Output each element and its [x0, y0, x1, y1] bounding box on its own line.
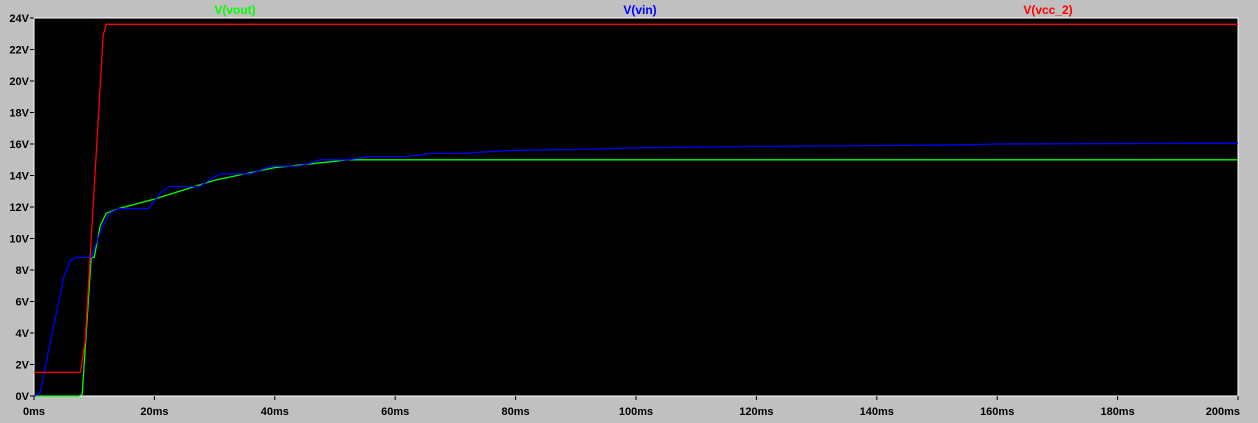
series-layer: [33, 23, 1239, 397]
x-tick-label: 160ms: [980, 406, 1014, 418]
y-tick-label: 12V: [9, 202, 29, 214]
series-line-v-vcc-2[interactable]: [34, 23, 1238, 374]
y-tick-label: 0V: [16, 391, 30, 403]
y-tick-label: 16V: [9, 139, 29, 151]
y-tick-label: 4V: [16, 328, 30, 340]
y-tick-label: 10V: [9, 234, 29, 246]
x-tick-label: 140ms: [860, 406, 894, 418]
ticks-layer: 0V 2V 4V 6V 8V 10V 12V 14V 16V 18V 20V 22V 24V 0ms 20m…: [9, 13, 1240, 418]
x-tick-label: 40ms: [261, 406, 289, 418]
x-tick-label: 20ms: [140, 406, 168, 418]
x-tick-label: 120ms: [739, 406, 773, 418]
x-tick-label: 180ms: [1100, 406, 1134, 418]
plot-area[interactable]: [33, 17, 1239, 397]
y-tick-label: 2V: [16, 360, 30, 372]
y-tick-label: 20V: [9, 76, 29, 88]
x-tick-label: 60ms: [381, 406, 409, 418]
series-line-v-vin[interactable]: [33, 142, 1239, 397]
y-tick-label: 22V: [9, 45, 29, 57]
legend-entry[interactable]: V(vout): [214, 3, 255, 17]
legend: V(vout) V(vin) V(vcc_2): [214, 3, 1072, 17]
y-tick-label: 24V: [9, 13, 29, 25]
legend-entry[interactable]: V(vin): [623, 3, 656, 17]
y-tick-label: 6V: [16, 297, 30, 309]
y-tick-label: 8V: [16, 265, 30, 277]
y-tick-label: 14V: [9, 171, 29, 183]
x-tick-label: 200ms: [1206, 406, 1240, 418]
x-tick-label: 80ms: [502, 406, 530, 418]
legend-entry[interactable]: V(vcc_2): [1023, 3, 1072, 17]
x-tick-label: 0ms: [23, 406, 45, 418]
y-tick-label: 18V: [9, 108, 29, 120]
x-tick-label: 100ms: [619, 406, 653, 418]
